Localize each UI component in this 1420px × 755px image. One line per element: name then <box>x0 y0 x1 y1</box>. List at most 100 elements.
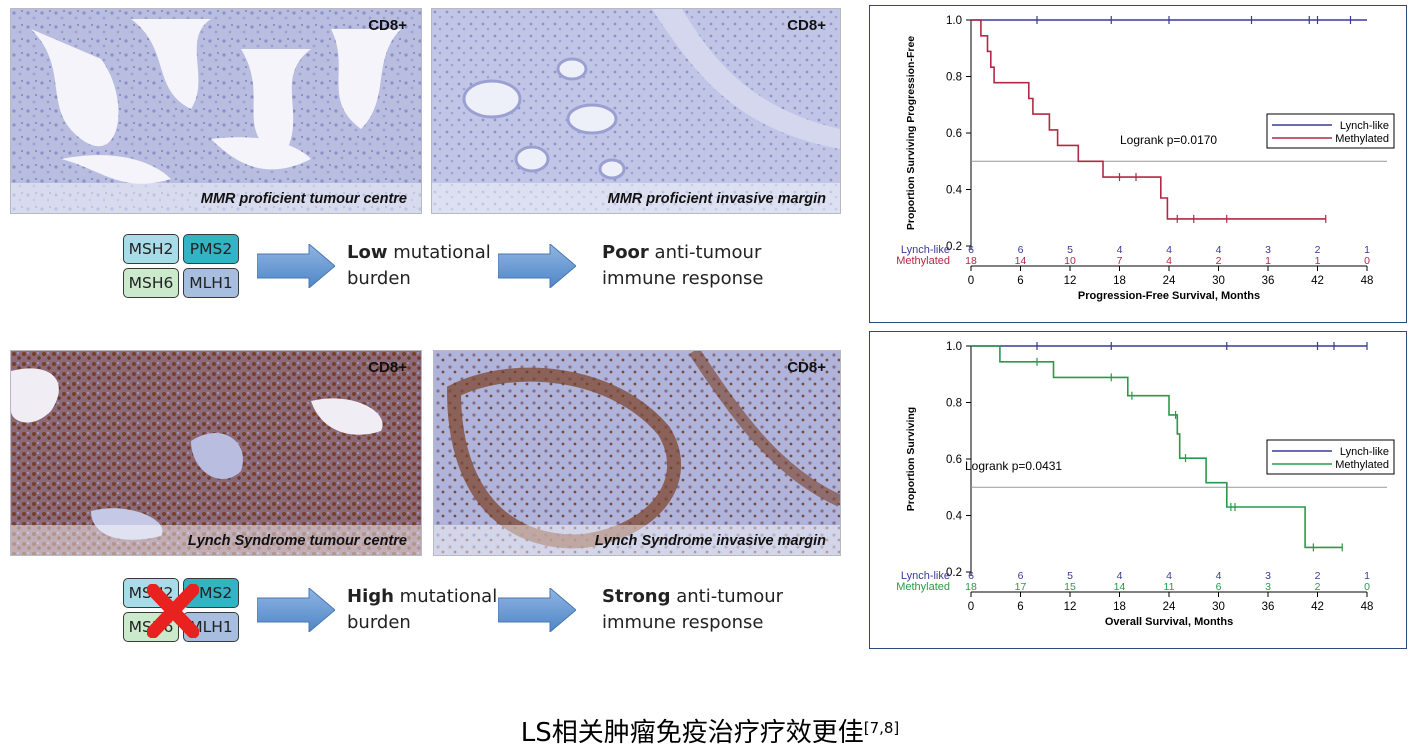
at-risk-count: 2 <box>1216 255 1222 267</box>
histology-panel-mmr-tumour-centre: CD8+ MMR proficient tumour centre <box>10 8 422 214</box>
at-risk-count: 14 <box>1114 581 1126 593</box>
x-axis-label: Progression-Free Survival, Months <box>1078 290 1260 302</box>
y-tick-label: 0.6 <box>946 128 962 140</box>
x-tick-label: 18 <box>1113 601 1126 613</box>
at-risk-count: 11 <box>1164 581 1175 593</box>
at-risk-label: Lynch-like <box>901 570 950 582</box>
histology-image <box>11 351 421 555</box>
legend-entry: Methylated <box>1335 133 1389 145</box>
legend-entry: Lynch-like <box>1340 446 1389 458</box>
histology-image <box>432 9 840 213</box>
x-tick-label: 42 <box>1311 601 1324 613</box>
mutational-burden-high: High mutational burden <box>347 586 498 633</box>
at-risk-label: Methylated <box>896 581 950 593</box>
y-tick-label: 0.2 <box>946 567 962 579</box>
y-tick-label: 0.2 <box>946 241 962 253</box>
marker-label: CD8+ <box>368 17 407 34</box>
histology-panel-lynch-invasive-margin: CD8+ Lynch Syndrome invasive margin <box>433 350 841 556</box>
at-risk-count: 6 <box>1018 570 1024 582</box>
at-risk-count: 5 <box>1067 244 1073 256</box>
y-tick-label: 0.8 <box>946 398 962 410</box>
at-risk-count: 3 <box>1265 581 1271 593</box>
os-chart: 0.2 0.4 0.6 0.8 1.0 0 6 12 18 24 30 36 42 48 Overall S… <box>869 331 1407 649</box>
gene-pms2: PMS2 <box>183 578 239 608</box>
panel-caption: Lynch Syndrome tumour centre <box>187 533 407 549</box>
km-curve-methylated <box>971 345 1343 549</box>
at-risk-count: 1 <box>1364 244 1370 256</box>
at-risk-count: 4 <box>1216 570 1222 582</box>
legend-box <box>1266 439 1395 475</box>
x-tick-label: 0 <box>968 275 974 287</box>
x-tick-label: 24 <box>1163 275 1176 287</box>
at-risk-count: 6 <box>1018 244 1024 256</box>
x-tick-label: 12 <box>1064 275 1077 287</box>
x-tick-label: 6 <box>1017 601 1023 613</box>
at-risk-label: Methylated <box>896 255 950 267</box>
at-risk-count: 2 <box>1315 570 1321 582</box>
at-risk-count: 1 <box>1315 255 1321 267</box>
x-tick-label: 30 <box>1212 275 1225 287</box>
at-risk-count: 14 <box>1015 255 1027 267</box>
at-risk-count: 4 <box>1166 255 1172 267</box>
mutational-burden-low: Low mutational burden <box>347 242 491 289</box>
panel-caption: Lynch Syndrome invasive margin <box>594 533 826 549</box>
at-risk-count: 0 <box>1364 581 1370 593</box>
at-risk-count: 4 <box>1117 244 1123 256</box>
at-risk-count: 18 <box>965 255 977 267</box>
logrank-annotation: Logrank p=0.0431 <box>965 459 1062 473</box>
reference: [7,8] <box>863 719 900 737</box>
at-risk-count: 18 <box>965 581 977 593</box>
at-risk-count: 10 <box>1064 255 1076 267</box>
arrow-right-icon <box>498 244 576 288</box>
y-tick-label: 0.4 <box>946 185 963 197</box>
y-axis-label: Proportion Surviving <box>905 407 917 511</box>
pfs-chart: 0.2 0.4 0.6 0.8 1.0 0 6 12 18 24 30 36 42 48 Progressi… <box>869 5 1407 323</box>
arrow-right-icon <box>257 588 335 632</box>
at-risk-count: 1 <box>1364 570 1370 582</box>
histology-image <box>434 351 840 555</box>
at-risk-count: 5 <box>1067 570 1073 582</box>
at-risk-count: 4 <box>1166 570 1172 582</box>
marker-label: CD8+ <box>787 17 826 34</box>
at-risk-count: 2 <box>1315 581 1321 593</box>
at-risk-count: 0 <box>1364 255 1370 267</box>
gene-mlh1: MLH1 <box>183 612 239 642</box>
at-risk-count: 6 <box>1216 581 1222 593</box>
y-tick-label: 1.0 <box>946 341 962 353</box>
at-risk-count: 6 <box>968 244 974 256</box>
arrow-right-icon <box>257 244 335 288</box>
x-tick-label: 36 <box>1262 601 1275 613</box>
at-risk-count: 3 <box>1265 570 1271 582</box>
legend-entry: Methylated <box>1335 459 1389 471</box>
histology-panel-lynch-tumour-centre: CD8+ Lynch Syndrome tumour centre <box>10 350 422 556</box>
at-risk-count: 15 <box>1064 581 1076 593</box>
x-tick-label: 48 <box>1361 275 1374 287</box>
marker-label: CD8+ <box>368 359 407 376</box>
at-risk-label: Lynch-like <box>901 244 950 256</box>
at-risk-count: 3 <box>1265 244 1271 256</box>
panel-caption: MMR proficient tumour centre <box>200 191 407 207</box>
y-tick-label: 0.6 <box>946 454 962 466</box>
slide-title: LS相关肿瘤免疫治疗疗效更佳[7,8] <box>520 718 900 748</box>
histology-image <box>11 9 421 213</box>
x-axis-label: Overall Survival, Months <box>1105 616 1233 628</box>
x-tick-label: 0 <box>968 601 974 613</box>
at-risk-count: 4 <box>1117 570 1123 582</box>
y-axis-label: Proportion Surviving Progression-Free <box>905 36 917 230</box>
y-tick-label: 1.0 <box>946 15 962 27</box>
km-curve-methylated <box>971 19 1326 220</box>
at-risk-count: 7 <box>1117 255 1123 267</box>
mutation-cross-icon <box>147 584 199 638</box>
at-risk-count: 4 <box>1216 244 1222 256</box>
at-risk-count: 2 <box>1315 244 1321 256</box>
x-tick-label: 42 <box>1311 275 1324 287</box>
at-risk-count: 1 <box>1265 255 1271 267</box>
histology-panel-mmr-invasive-margin: CD8+ MMR proficient invasive margin <box>431 8 841 214</box>
pfs-km-plot: 0.20.40.60.81.00 6 12 18 24 30 36 42 48Progressi… <box>896 15 1395 302</box>
x-tick-label: 6 <box>1017 275 1023 287</box>
at-risk-count: 4 <box>1166 244 1172 256</box>
gene-mlh1: MLH1 <box>183 268 239 298</box>
